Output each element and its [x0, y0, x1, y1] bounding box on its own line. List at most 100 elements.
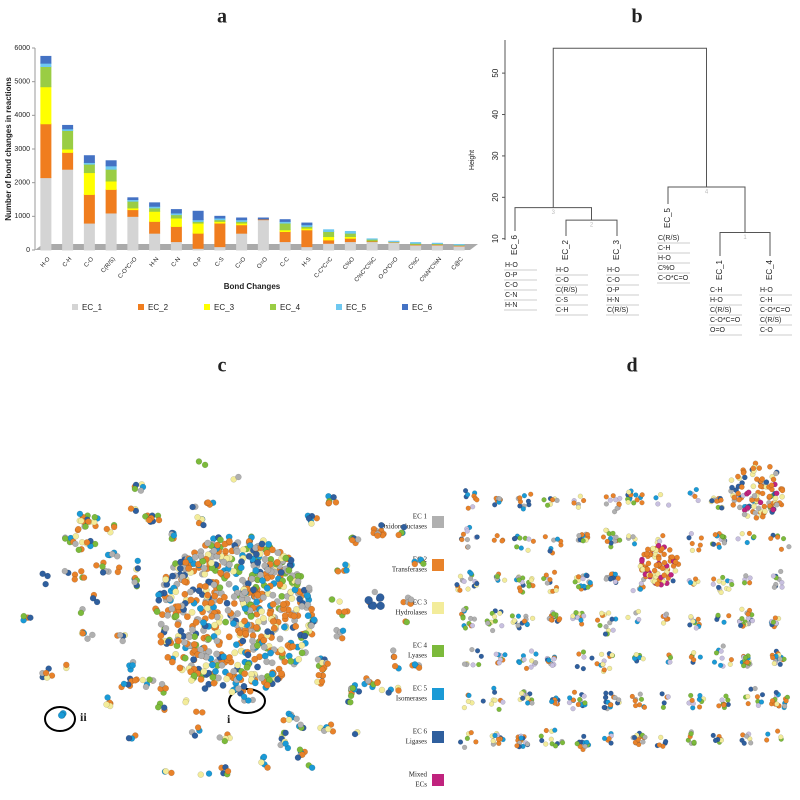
network-node	[730, 502, 737, 508]
network-node	[739, 606, 745, 612]
network-node	[647, 572, 654, 579]
network-node	[499, 538, 505, 544]
network-node	[177, 627, 185, 635]
network-node	[238, 558, 245, 566]
network-node	[288, 595, 296, 602]
network-node	[757, 499, 764, 506]
network-node	[770, 619, 777, 625]
network-node	[687, 490, 693, 496]
network-node	[253, 624, 260, 631]
network-node	[239, 546, 247, 554]
merge-label: 1	[743, 235, 747, 241]
network-node	[575, 701, 581, 708]
network-node	[581, 654, 587, 660]
network-node	[240, 682, 248, 690]
network-node	[712, 737, 719, 744]
bond-label: C(R/S)	[710, 307, 731, 314]
network-node	[241, 617, 248, 625]
network-node	[211, 621, 219, 629]
network-node	[146, 516, 153, 524]
network-node	[242, 630, 250, 637]
network-node	[260, 614, 267, 622]
network-node	[470, 662, 476, 668]
network-node	[653, 562, 660, 569]
network-node	[666, 502, 672, 508]
network-node	[415, 664, 423, 671]
network-node	[745, 489, 752, 496]
network-node	[581, 613, 587, 619]
network-node	[697, 692, 703, 699]
network-node	[153, 608, 161, 615]
network-node	[185, 565, 192, 572]
network-node	[492, 697, 498, 703]
network-node	[27, 614, 34, 621]
network-node	[608, 575, 614, 582]
network-node	[223, 675, 231, 683]
network-node	[157, 638, 165, 646]
bar-segment	[170, 209, 182, 214]
network-node	[80, 574, 88, 581]
network-node	[230, 620, 237, 627]
network-node	[259, 577, 266, 584]
network-node	[518, 545, 524, 551]
network-node	[773, 689, 779, 696]
network-node	[689, 697, 695, 703]
network-node	[474, 580, 480, 587]
network-node	[91, 513, 98, 521]
network-node	[748, 740, 754, 746]
network-node	[465, 505, 471, 511]
network-node	[666, 547, 673, 553]
network-node	[609, 616, 615, 622]
network-node	[210, 581, 218, 589]
network-node	[528, 648, 535, 654]
network-node	[719, 533, 725, 540]
network-node	[711, 576, 717, 582]
network-node	[190, 656, 197, 663]
network-node	[468, 576, 474, 582]
network-node	[42, 669, 50, 677]
network-node	[669, 554, 675, 560]
network-node	[660, 533, 666, 539]
network-node	[277, 646, 285, 654]
network-node	[772, 615, 778, 621]
network-node	[420, 560, 427, 568]
x-tick-label: C(R/S)	[100, 256, 116, 274]
network-node	[155, 596, 163, 604]
network-node	[225, 580, 233, 588]
network-node	[688, 531, 694, 537]
network-node	[524, 741, 531, 747]
network-node	[582, 700, 588, 706]
y-tick-label: 2000	[14, 180, 30, 187]
network-node	[223, 599, 231, 607]
network-node	[461, 607, 467, 613]
network-node	[610, 493, 616, 499]
legend-label: EC 4	[413, 642, 428, 650]
network-node	[374, 532, 381, 539]
annotation: i	[227, 712, 231, 726]
network-node	[131, 579, 138, 586]
network-node	[476, 662, 482, 668]
network-node	[754, 694, 761, 700]
network-node	[773, 501, 780, 508]
panel-label: d	[626, 355, 637, 377]
network-node	[474, 534, 480, 540]
network-node	[603, 501, 609, 507]
network-node	[594, 617, 601, 623]
network-node	[188, 608, 196, 616]
network-node	[655, 501, 661, 507]
network-node	[62, 535, 69, 542]
bar-segment	[279, 241, 291, 251]
network-node	[200, 668, 208, 675]
network-node	[181, 578, 189, 586]
network-node	[264, 628, 272, 635]
network-node	[474, 497, 480, 503]
bond-label: C-O	[556, 277, 569, 284]
network-node	[197, 771, 204, 778]
network-node	[298, 649, 306, 657]
network-node	[526, 583, 532, 589]
network-node	[691, 657, 697, 663]
network-node	[194, 724, 202, 731]
bar-segment	[410, 244, 422, 251]
network-node	[575, 574, 582, 580]
network-node	[741, 740, 747, 746]
